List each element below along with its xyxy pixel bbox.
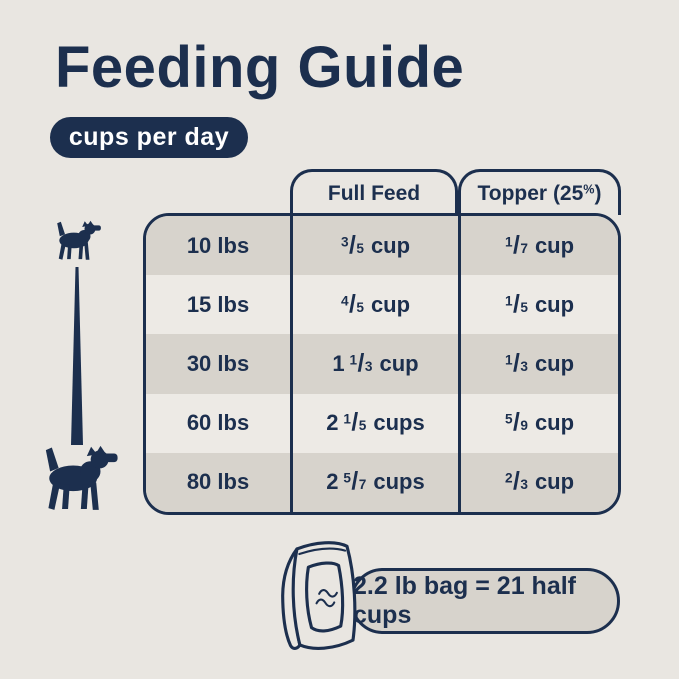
table-row: 10 lbs 3/5 cup 1/7 cup xyxy=(146,216,618,276)
topper-cell: 2/3 cup xyxy=(458,452,618,512)
size-gradient-icon xyxy=(71,267,83,445)
subtitle-badge-label: cups per day xyxy=(68,123,230,151)
full-feed-cell: 4/5 cup xyxy=(290,275,458,335)
weight-cell: 15 lbs xyxy=(186,291,250,317)
column-header-topper: Topper (25%) xyxy=(458,169,621,215)
weight-cell: 80 lbs xyxy=(186,469,250,495)
topper-label: Topper (25%) xyxy=(477,181,602,205)
bag-note-pill: 2.2 lb bag = 21 half cups xyxy=(350,568,620,634)
table-row: 30 lbs 1 1/3 cup 1/3 cup xyxy=(146,334,618,394)
subtitle-badge: cups per day xyxy=(50,117,248,158)
topper-cell: 1/3 cup xyxy=(458,334,618,394)
small-dog-icon xyxy=(57,220,101,260)
table-row: 60 lbs 2 1/5 cups 5/9 cup xyxy=(146,393,618,453)
weight-cell: 60 lbs xyxy=(186,410,250,436)
full-feed-cell: 3/5 cup xyxy=(290,216,458,276)
column-header-full-feed: Full Feed xyxy=(290,169,458,215)
dog-food-bag-icon xyxy=(281,541,357,650)
page-title: Feeding Guide xyxy=(55,35,465,100)
table-row: 15 lbs 4/5 cup 1/5 cup xyxy=(146,275,618,335)
large-dog-icon xyxy=(45,445,118,510)
topper-cell: 5/9 cup xyxy=(458,393,618,453)
feeding-table: 10 lbs 3/5 cup 1/7 cup 15 lbs 4/5 cup 1/5 cu… xyxy=(143,213,621,515)
topper-cell: 1/5 cup xyxy=(458,275,618,335)
weight-cell: 10 lbs xyxy=(186,232,250,258)
full-feed-cell: 2 5/7 cups xyxy=(290,452,458,512)
full-feed-cell: 1 1/3 cup xyxy=(290,334,458,394)
full-feed-cell: 2 1/5 cups xyxy=(290,393,458,453)
table-row: 80 lbs 2 5/7 cups 2/3 cup xyxy=(146,452,618,512)
topper-cell: 1/7 cup xyxy=(458,216,618,276)
weight-cell: 30 lbs xyxy=(186,350,250,376)
bag-note-text: 2.2 lb bag = 21 half cups xyxy=(353,572,576,629)
full-feed-label: Full Feed xyxy=(327,181,421,205)
